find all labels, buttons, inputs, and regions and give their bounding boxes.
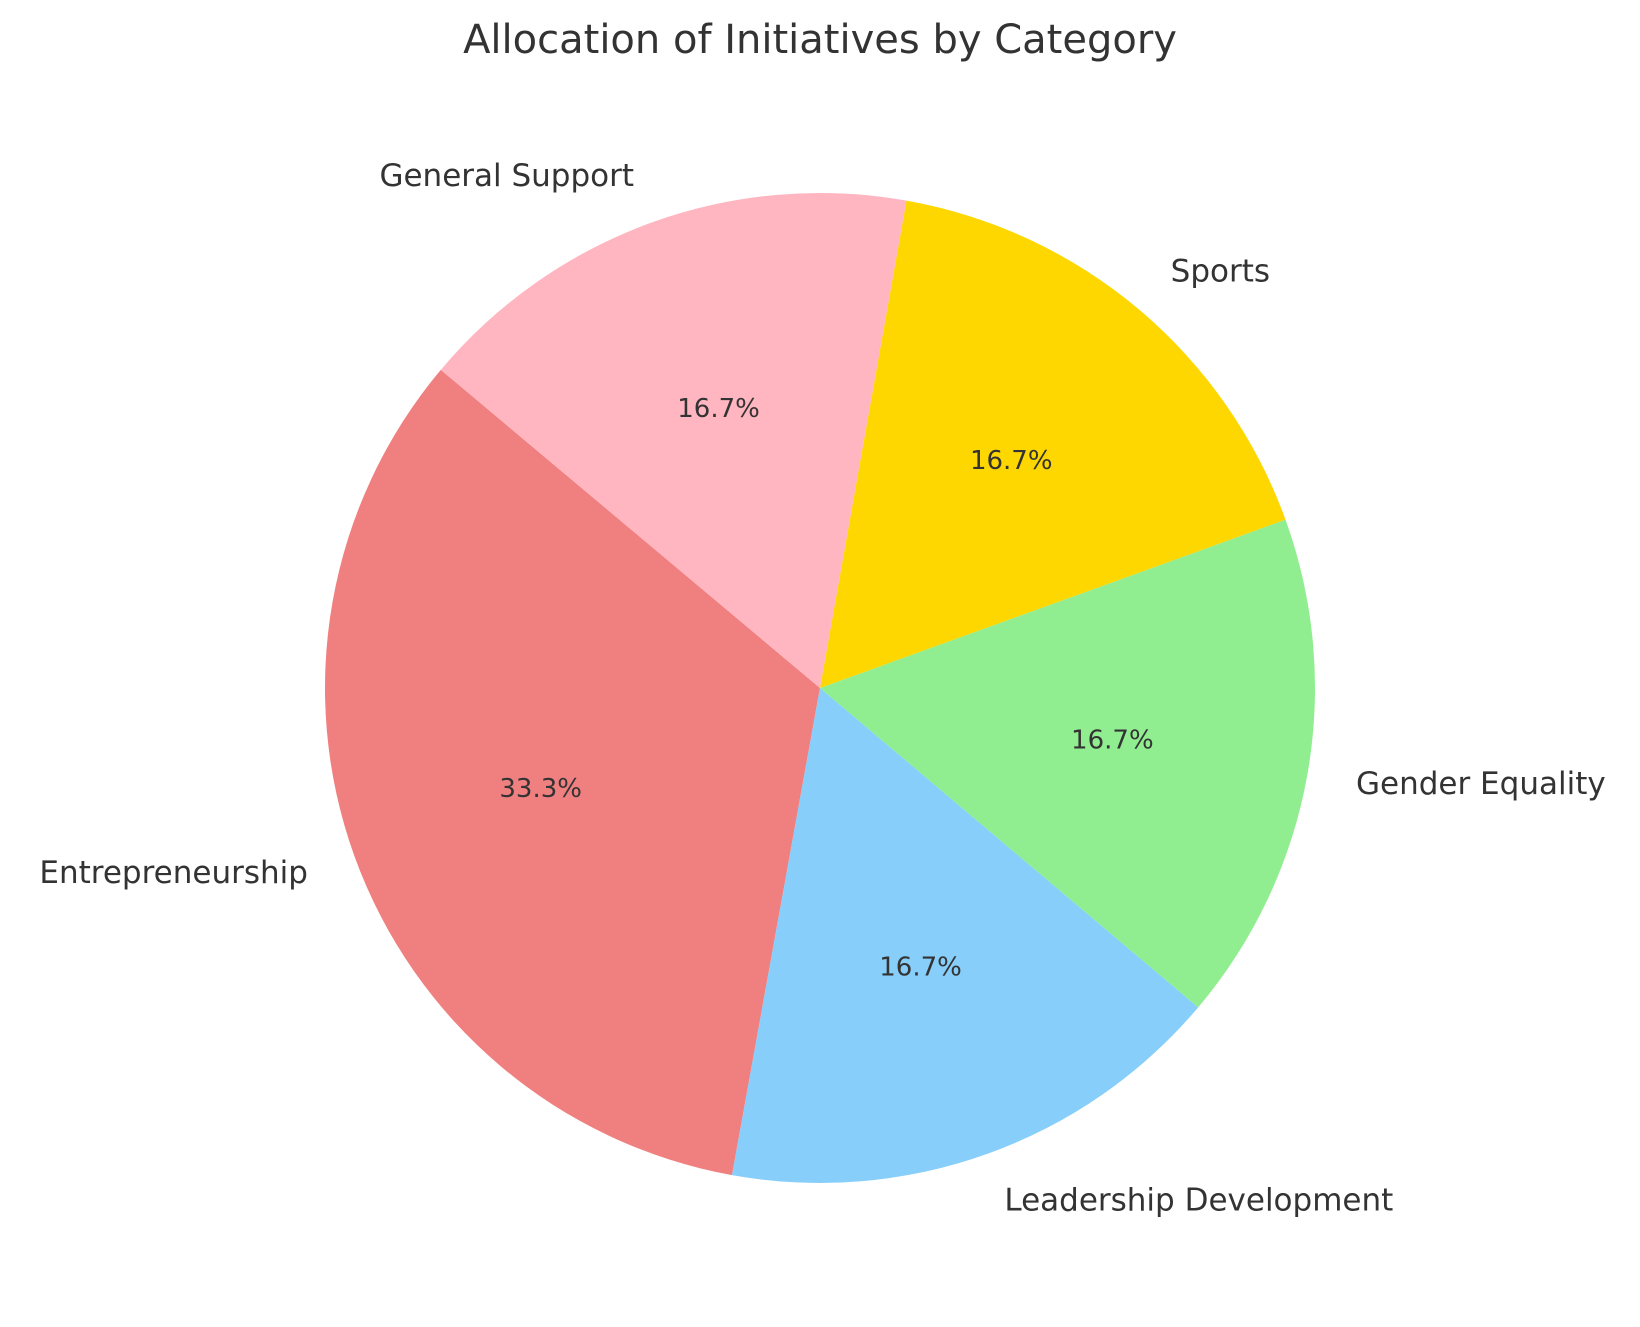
- pie-slice-general-support: [440, 193, 907, 688]
- percent-label-general-support: 16.7%: [677, 394, 760, 424]
- category-label-gender-equality: Gender Equality: [1356, 766, 1606, 802]
- percent-label-leadership-development: 16.7%: [879, 952, 962, 982]
- category-label-entrepreneurship: Entrepreneurship: [39, 855, 308, 891]
- percent-labels: 33.3% 16.7% 16.7% 16.7% 16.7%: [499, 394, 1153, 983]
- percent-label-entrepreneurship: 33.3%: [499, 774, 582, 804]
- chart-title: Allocation of Initiatives by Category: [463, 17, 1177, 63]
- pie-slice-leadership-development: [732, 688, 1199, 1183]
- percent-label-sports: 16.7%: [970, 446, 1053, 476]
- category-label-general-support: General Support: [379, 158, 634, 194]
- percent-label-gender-equality: 16.7%: [1071, 725, 1154, 755]
- pie-slice-gender-equality: [820, 519, 1315, 1008]
- pie-slices: [325, 193, 1315, 1183]
- category-labels: Entrepreneurship Leadership Development Ge…: [39, 158, 1605, 1218]
- pie-slice-entrepreneurship: [325, 369, 820, 1176]
- category-label-leadership-development: Leadership Development: [1004, 1182, 1393, 1218]
- pie-slice-sports: [820, 200, 1286, 688]
- category-label-sports: Sports: [1171, 253, 1270, 289]
